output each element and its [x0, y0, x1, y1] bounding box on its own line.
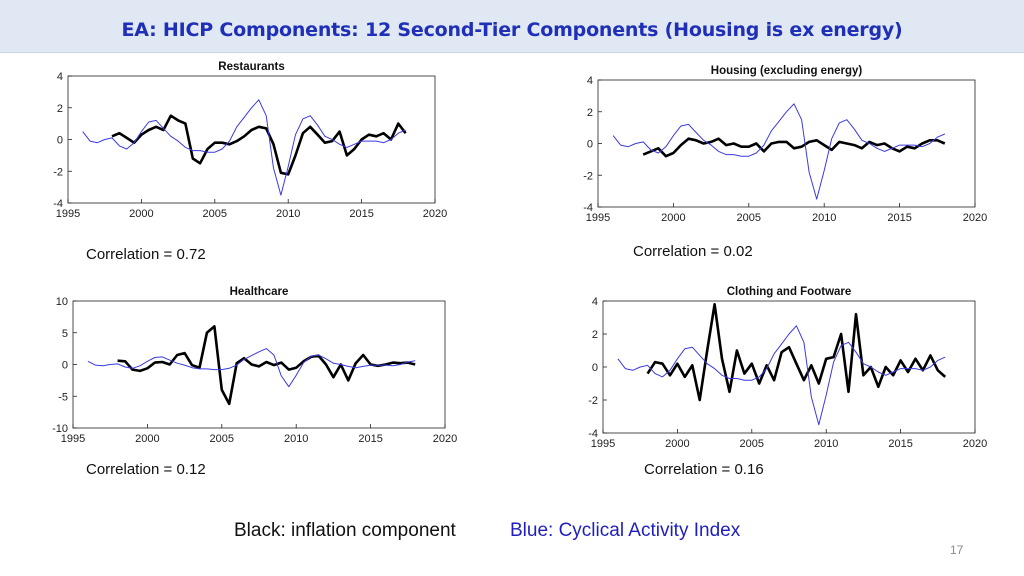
- y-tick-label: -2: [583, 170, 593, 182]
- y-tick-label: -10: [52, 423, 68, 435]
- correlation-healthcare: Correlation = 0.12: [86, 461, 206, 478]
- x-tick-label: 2010: [814, 438, 838, 450]
- x-tick-label: 2010: [276, 208, 300, 220]
- x-tick-label: 2015: [887, 212, 911, 224]
- y-tick-label: -4: [53, 198, 63, 210]
- chart-healthcare: Healthcare 1995 2000 2005 2010 2015 2020 -10 -5 0…: [52, 286, 457, 445]
- y-tick-label: 0: [62, 360, 68, 372]
- page-number: 17: [950, 543, 964, 557]
- x-tick-label: 2005: [737, 212, 761, 224]
- x-tick-label: 2000: [135, 433, 159, 445]
- chart-restaurants: Restaurants 1995 2000 2005 2010 2015 2020 -4 -2 0…: [53, 61, 447, 220]
- inflation-component-line: [111, 114, 407, 176]
- y-tick-label: -5: [58, 391, 68, 403]
- plot-area: [602, 300, 976, 434]
- x-tick-label: 2000: [665, 438, 689, 450]
- cyclical-activity-line: [87, 348, 416, 388]
- x-tick-label: 2020: [963, 212, 987, 224]
- x-tick-label: 2005: [210, 433, 234, 445]
- cyclical-activity-line: [612, 103, 945, 200]
- y-tick-label: 4: [587, 75, 593, 87]
- chart-clothing-footware: Clothing and Footware 1995 2000 2005 2010 201…: [588, 286, 987, 450]
- y-tick-label: -4: [583, 202, 593, 214]
- legend-inflation-component: Black: inflation component: [234, 520, 456, 541]
- x-tick-label: 2000: [661, 212, 685, 224]
- y-tick-label: -2: [53, 166, 63, 178]
- chart-title: Clothing and Footware: [727, 286, 852, 298]
- x-tick-label: 2020: [433, 433, 457, 445]
- y-tick-label: 0: [592, 362, 598, 374]
- y-tick-label: 4: [592, 296, 598, 308]
- x-tick-label: 1995: [61, 433, 85, 445]
- x-tick-label: 2015: [888, 438, 912, 450]
- chart-title: Restaurants: [218, 61, 284, 73]
- y-tick-label: 2: [587, 107, 593, 119]
- x-tick-label: 1995: [586, 212, 610, 224]
- y-tick-label: 4: [57, 71, 63, 83]
- y-tick-label: -4: [588, 428, 598, 440]
- plot-area: [67, 75, 436, 204]
- y-tick-label: -2: [588, 395, 598, 407]
- chart-housing: Housing (excluding energy)1995 2000 2005 20…: [583, 65, 987, 224]
- x-tick-label: 2010: [284, 433, 308, 445]
- x-tick-label: 2000: [129, 208, 153, 220]
- correlation-clothing: Correlation = 0.16: [644, 461, 764, 478]
- inflation-component-line: [642, 137, 946, 158]
- x-tick-label: 2010: [812, 212, 836, 224]
- x-tick-label: 1995: [591, 438, 615, 450]
- y-tick-label: 0: [57, 135, 63, 147]
- y-tick-label: 2: [592, 329, 598, 341]
- y-tick-label: 0: [587, 139, 593, 151]
- title-bar: EA: HICP Components: 12 Second-Tier Comp…: [0, 0, 1024, 53]
- x-tick-label: 2020: [963, 438, 987, 450]
- legend-cyclical-activity-index: Blue: Cyclical Activity Index: [510, 520, 741, 541]
- cyclical-activity-line: [617, 325, 946, 426]
- x-tick-label: 1995: [56, 208, 80, 220]
- x-tick-label: 2020: [423, 208, 447, 220]
- chart-title: Healthcare: [230, 286, 289, 298]
- slide-title: EA: HICP Components: 12 Second-Tier Comp…: [121, 19, 903, 41]
- y-tick-label: 2: [57, 103, 63, 115]
- y-tick-label: 10: [56, 296, 68, 308]
- y-tick-label: 5: [62, 328, 68, 340]
- inflation-component-line: [117, 325, 416, 406]
- x-tick-label: 2005: [740, 438, 764, 450]
- x-tick-label: 2015: [349, 208, 373, 220]
- cyclical-activity-line: [82, 99, 406, 196]
- x-tick-label: 2005: [203, 208, 227, 220]
- chart-title: Housing (excluding energy): [711, 65, 863, 77]
- correlation-restaurants: Correlation = 0.72: [86, 246, 206, 263]
- correlation-housing: Correlation = 0.02: [633, 243, 753, 260]
- x-tick-label: 2015: [358, 433, 382, 445]
